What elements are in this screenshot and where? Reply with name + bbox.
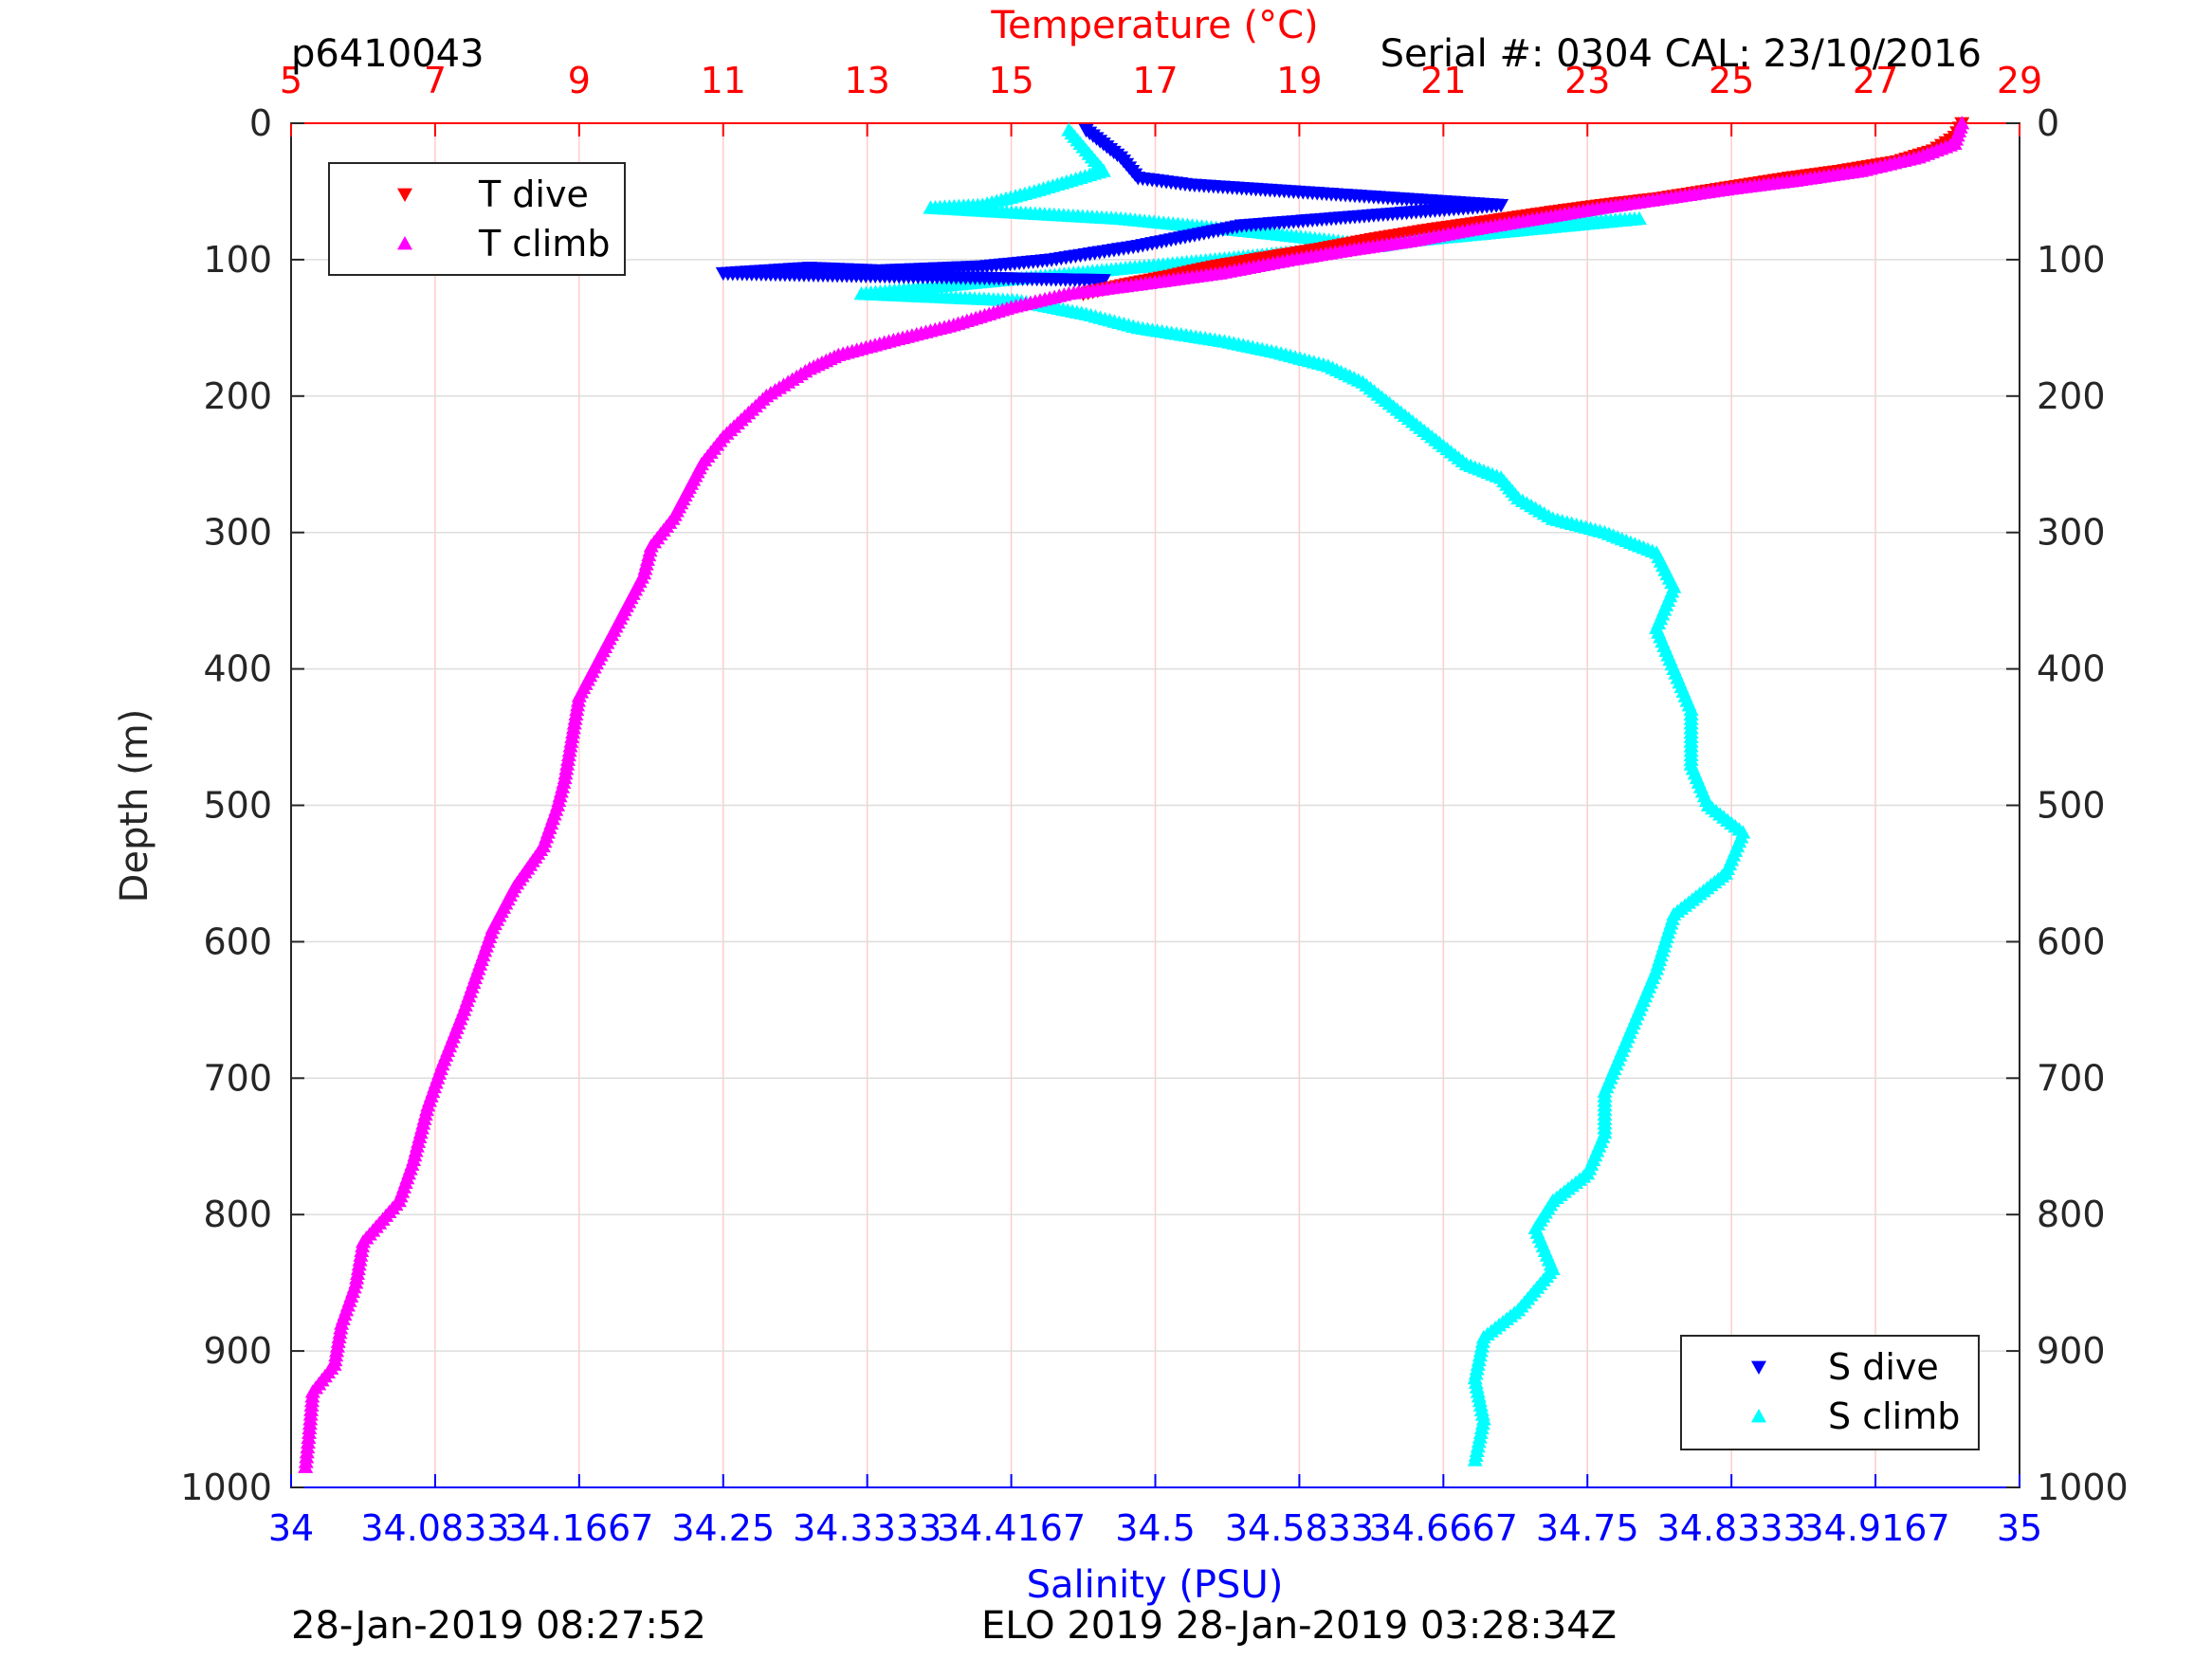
temperature-tick-label: 27 <box>1853 60 1898 101</box>
temperature-tick-label: 7 <box>424 60 447 101</box>
temperature-tick-label: 15 <box>988 60 1033 101</box>
depth-tick-label-left: 0 <box>249 102 272 144</box>
depth-tick-label-right: 800 <box>2037 1194 2106 1235</box>
depth-tick-label-right: 900 <box>2037 1330 2106 1372</box>
salinity-tick-label: 34.3333 <box>793 1507 941 1549</box>
depth-tick-label-left: 400 <box>203 648 272 690</box>
depth-tick-label-left: 300 <box>203 512 272 554</box>
salinity-tick-label: 34.6667 <box>1369 1507 1518 1549</box>
depth-tick-label-right: 600 <box>2037 921 2106 962</box>
salinity-tick-label: 34 <box>268 1507 314 1549</box>
depth-tick-label-left: 700 <box>203 1057 272 1099</box>
depth-tick-label-left: 500 <box>203 785 272 827</box>
salinity-tick-label: 34.25 <box>671 1507 775 1549</box>
legends: T dive T climb S dive S climb <box>328 162 1980 1450</box>
depth-tick-label-left: 100 <box>203 239 272 281</box>
salinity-tick-label: 34.1667 <box>504 1507 653 1549</box>
temperature-tick-label: 13 <box>844 60 889 101</box>
temperature-tick-label: 29 <box>1997 60 2042 101</box>
depth-tick-label-right: 300 <box>2037 512 2106 554</box>
depth-tick-label-left: 1000 <box>180 1467 272 1508</box>
salinity-axis-label: Salinity (PSU) <box>1027 1563 1284 1607</box>
legend-box <box>1680 1335 1980 1450</box>
depth-tick-label-right: 700 <box>2037 1057 2106 1099</box>
legend-marker <box>1751 1409 1766 1423</box>
t-climb-marker <box>298 1459 314 1473</box>
depth-tick-label-right: 500 <box>2037 785 2106 827</box>
temperature-tick-label: 17 <box>1132 60 1178 101</box>
temperature-tick-label: 21 <box>1420 60 1466 101</box>
depth-tick-label-left: 600 <box>203 921 272 962</box>
s-climb-marker <box>1467 1452 1483 1467</box>
legend-marker <box>1751 1360 1766 1375</box>
legend-label: T climb <box>478 223 610 264</box>
depth-tick-label-left: 800 <box>203 1194 272 1235</box>
depth-tick-label-right: 100 <box>2037 239 2106 281</box>
footer-timestamp: 28-Jan-2019 08:27:52 <box>291 1604 706 1648</box>
temperature-tick-label: 23 <box>1564 60 1610 101</box>
salinity-tick-label: 34.8333 <box>1657 1507 1806 1549</box>
temperature-tick-label: 25 <box>1709 60 1754 101</box>
temperature-tick-label: 11 <box>701 60 746 101</box>
temperature-tick-label: 9 <box>568 60 591 101</box>
legend-box <box>328 162 626 276</box>
temperature-tick-label: 19 <box>1276 60 1322 101</box>
salinity-tick-label: 34.5833 <box>1225 1507 1374 1549</box>
depth-tick-label-left: 900 <box>203 1330 272 1372</box>
data-markers <box>298 116 1970 1473</box>
footer-mission-info: ELO 2019 28-Jan-2019 03:28:34Z <box>981 1604 1617 1648</box>
salinity-tick-label: 35 <box>1997 1507 2042 1549</box>
legend-label: S climb <box>1828 1395 1960 1437</box>
depth-tick-label-right: 200 <box>2037 375 2106 417</box>
legend-label: T dive <box>478 173 589 215</box>
salinity-tick-label: 34.75 <box>1536 1507 1639 1549</box>
s-dive-marker <box>1095 274 1111 288</box>
temperature-axis-label: Temperature (°C) <box>990 4 1318 47</box>
salinity-tick-label: 34.4167 <box>937 1507 1086 1549</box>
depth-tick-label-right: 0 <box>2037 102 2059 144</box>
salinity-tick-label: 34.5 <box>1115 1507 1196 1549</box>
depth-tick-label-right: 1000 <box>2037 1467 2129 1508</box>
depth-tick-label-left: 200 <box>203 375 272 417</box>
legend-marker <box>397 236 412 250</box>
depth-tick-label-right: 400 <box>2037 648 2106 690</box>
legend-marker <box>397 188 412 202</box>
serial-info: Serial #: 0304 CAL: 23/10/2016 <box>1380 32 1982 76</box>
legend-label: S dive <box>1828 1346 1939 1388</box>
temperature-tick-label: 5 <box>280 60 302 101</box>
profile-id: p6410043 <box>291 32 484 76</box>
depth-axis-label: Depth (m) <box>113 709 156 903</box>
salinity-tick-label: 34.0833 <box>360 1507 509 1549</box>
salinity-tick-label: 34.9167 <box>1801 1507 1950 1549</box>
